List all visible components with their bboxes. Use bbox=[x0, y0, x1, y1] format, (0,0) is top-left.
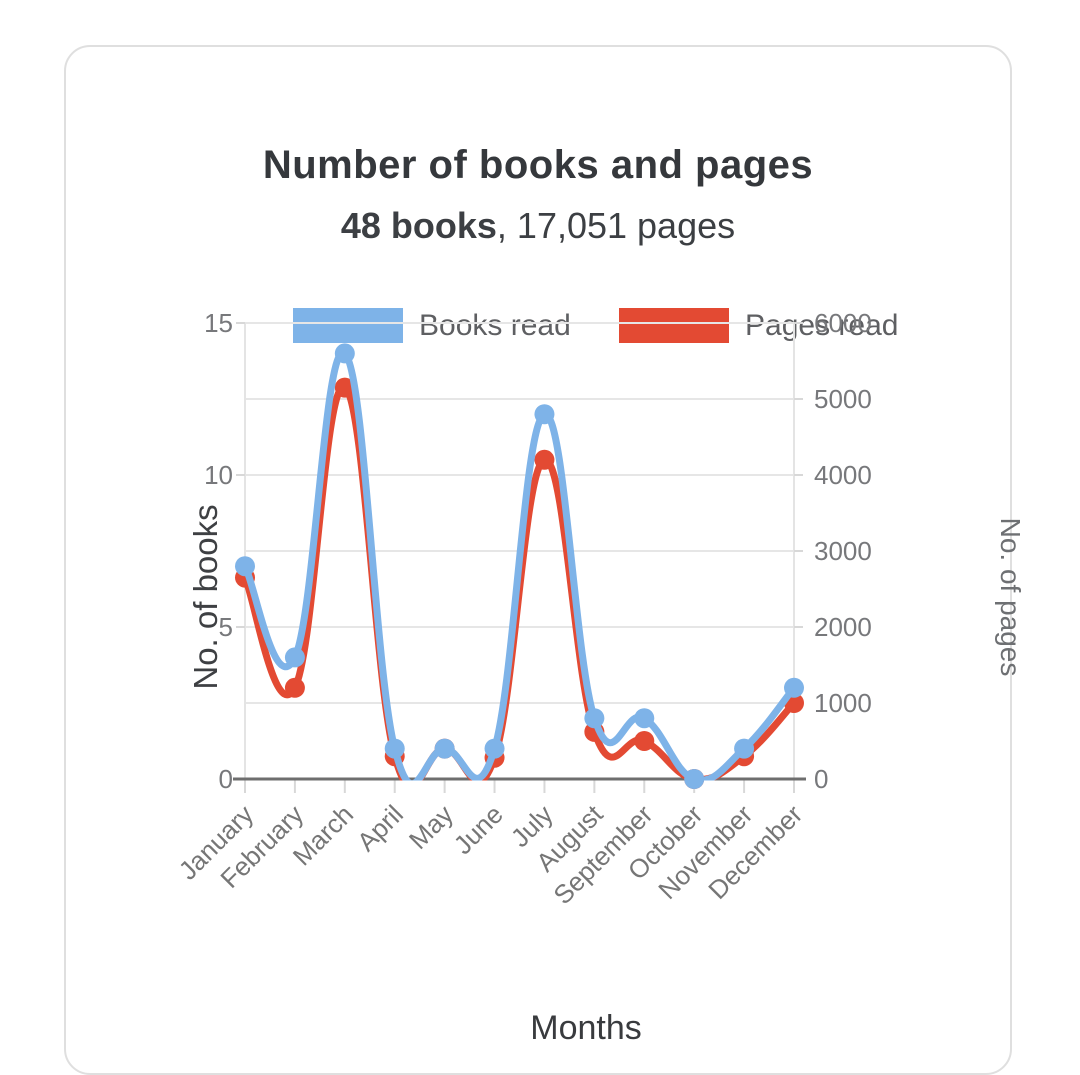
right-tick-label-0: 0 bbox=[814, 764, 828, 794]
subtitle-books-count: 48 books bbox=[340, 205, 497, 246]
point-books-read-february[interactable] bbox=[284, 647, 305, 668]
point-books-read-july[interactable] bbox=[534, 404, 555, 425]
legend-item-pages-read[interactable]: Pages read bbox=[619, 308, 898, 343]
left-tick-label-5: 5 bbox=[219, 612, 233, 642]
x-tick-label-april: April bbox=[351, 799, 409, 857]
point-books-read-april[interactable] bbox=[384, 738, 405, 759]
chart-subtitle: 48 books, 17,051 pages bbox=[66, 205, 1010, 247]
right-tick-label-5000: 5000 bbox=[814, 384, 872, 414]
right-tick-label-1000: 1000 bbox=[814, 688, 872, 718]
point-books-read-may[interactable] bbox=[434, 738, 455, 759]
left-tick-label-15: 15 bbox=[204, 308, 233, 338]
subtitle-pages-count: , 17,051 pages bbox=[496, 205, 736, 246]
point-books-read-january[interactable] bbox=[235, 556, 255, 577]
legend-swatch-pages-read bbox=[619, 308, 729, 343]
point-books-read-december[interactable] bbox=[784, 677, 804, 698]
line-books-read bbox=[241, 349, 798, 781]
x-tick-label-june: June bbox=[448, 799, 509, 860]
x-tick-label-may: May bbox=[403, 799, 459, 855]
point-pages-read-july[interactable] bbox=[534, 449, 555, 470]
legend-swatch-books-read bbox=[293, 308, 403, 343]
legend-label-books-read: Books read bbox=[419, 309, 571, 342]
point-books-read-november[interactable] bbox=[734, 738, 755, 759]
left-tick-label-10: 10 bbox=[204, 460, 233, 490]
chart-title: Number of books and pages bbox=[262, 143, 814, 187]
point-books-read-march[interactable] bbox=[334, 343, 355, 364]
right-tick-label-2000: 2000 bbox=[814, 612, 872, 642]
chart-card: Number of books and pages 48 books, 17,0… bbox=[64, 45, 1026, 1075]
right-tick-label-3000: 3000 bbox=[814, 536, 872, 566]
point-pages-read-march[interactable] bbox=[334, 377, 355, 398]
point-books-read-august[interactable] bbox=[584, 708, 605, 729]
right-tick-label-6000: 6000 bbox=[814, 308, 872, 338]
point-books-read-june[interactable] bbox=[484, 738, 505, 759]
x-axis-title-months: Months bbox=[530, 1009, 642, 1047]
point-books-read-october[interactable] bbox=[684, 769, 705, 789]
legend-item-books-read[interactable]: Books read bbox=[293, 308, 571, 343]
point-pages-read-february[interactable] bbox=[284, 677, 305, 698]
point-books-read-september[interactable] bbox=[634, 708, 655, 729]
legend-label-pages-read: Pages read bbox=[745, 309, 899, 342]
point-pages-read-september[interactable] bbox=[634, 731, 655, 751]
right-tick-label-4000: 4000 bbox=[814, 460, 872, 490]
left-tick-label-0: 0 bbox=[219, 764, 233, 794]
